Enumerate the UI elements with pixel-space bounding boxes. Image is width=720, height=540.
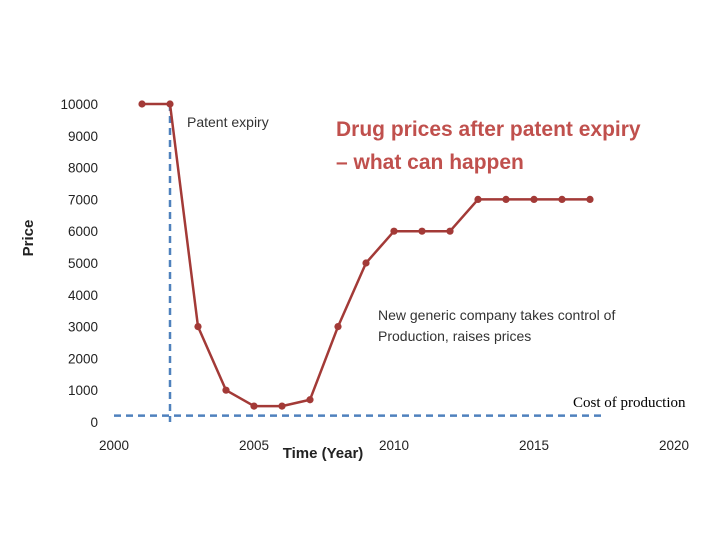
price-point — [166, 100, 174, 108]
price-point — [194, 323, 202, 331]
patent-expiry-label: Patent expiry — [187, 114, 269, 130]
annotation-line-1: New generic company takes control of — [378, 307, 615, 323]
x-axis-title: Time (Year) — [283, 445, 364, 462]
x-tick-label: 2010 — [379, 438, 409, 453]
price-point — [138, 100, 146, 108]
chart-title-line-1: Drug prices after patent expiry — [336, 118, 641, 141]
price-point — [446, 227, 454, 235]
x-tick-label: 2015 — [519, 438, 549, 453]
price-series-line — [142, 102, 590, 408]
y-tick-label: 8000 — [68, 161, 98, 176]
price-point — [418, 227, 426, 235]
price-series — [138, 100, 594, 410]
price-point — [474, 195, 482, 203]
price-point — [278, 402, 286, 410]
y-tick-label: 4000 — [68, 288, 98, 303]
x-tick-label: 2005 — [239, 438, 269, 453]
price-point — [502, 195, 510, 203]
y-tick-label: 7000 — [68, 192, 98, 207]
chart-title-line-2: – what can happen — [336, 151, 524, 174]
y-tick-label: 3000 — [68, 320, 98, 335]
price-point — [558, 195, 566, 203]
price-point — [390, 227, 398, 235]
price-point — [334, 323, 342, 331]
y-tick-label: 10000 — [60, 97, 98, 112]
cost-of-production-label: Cost of production — [573, 395, 686, 411]
price-point — [586, 195, 594, 203]
price-point — [530, 195, 538, 203]
annotation-line-2: Production, raises prices — [378, 328, 531, 344]
y-tick-label: 2000 — [68, 351, 98, 366]
y-axis-ticks: 0 1000 2000 3000 4000 5000 6000 7000 8000 9000 100… — [60, 97, 98, 430]
y-tick-label: 5000 — [68, 256, 98, 271]
price-point — [250, 402, 258, 410]
y-tick-label: 9000 — [68, 129, 98, 144]
price-point — [222, 386, 230, 394]
y-tick-label: 1000 — [68, 383, 98, 398]
x-tick-label: 2000 — [99, 438, 129, 453]
y-tick-label: 0 — [90, 415, 98, 430]
x-axis-ticks: 2000 2005 2010 2015 2020 — [99, 438, 689, 453]
y-tick-label: 6000 — [68, 224, 98, 239]
reference-lines — [114, 104, 602, 422]
y-axis-title: Price — [20, 220, 37, 257]
price-point — [362, 259, 370, 267]
x-tick-label: 2020 — [659, 438, 689, 453]
price-point — [306, 396, 314, 404]
